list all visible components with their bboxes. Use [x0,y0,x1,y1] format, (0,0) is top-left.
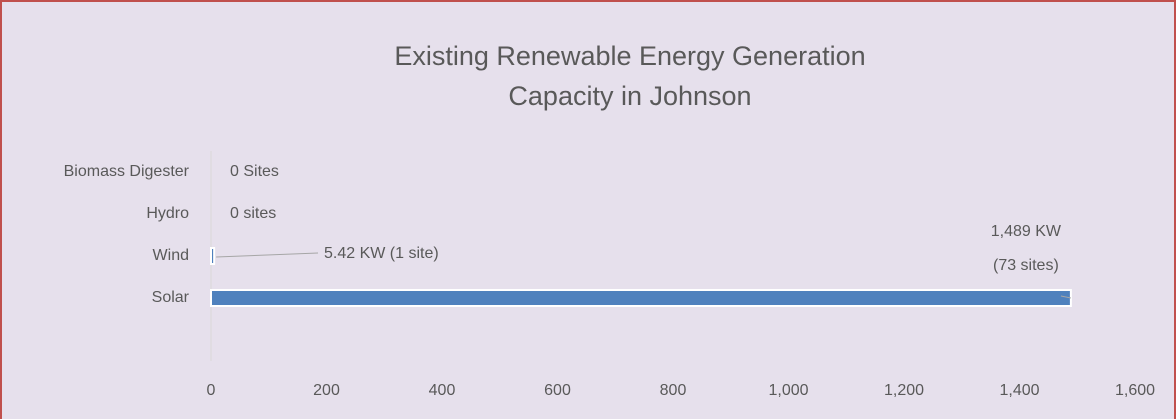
x-tick-label: 1,000 [768,382,808,399]
x-tick-label: 0 [207,382,216,399]
bar [210,247,216,265]
x-tick-label: 1,400 [999,382,1039,399]
x-tick-label: 1,600 [1115,382,1155,399]
data-label: 1,489 KW [991,223,1062,240]
data-label: 0 sites [230,205,276,222]
data-label: 5.42 KW (1 site) [324,245,439,262]
bar [210,289,1072,307]
y-tick-label: Hydro [146,205,189,222]
data-label: 0 Sites [230,163,279,180]
x-tick-label: 400 [429,382,456,399]
data-label: (73 sites) [993,257,1059,274]
leader-line [216,252,319,258]
y-tick-label: Solar [152,289,190,306]
x-tick-label: 800 [660,382,687,399]
chart-title: Existing Renewable Energy Generation [394,41,865,71]
x-tick-label: 200 [313,382,340,399]
y-tick-label: Biomass Digester [64,163,190,180]
x-tick-label: 600 [544,382,571,399]
chart-title: Capacity in Johnson [508,81,751,111]
leader-line [1060,295,1071,299]
x-tick-label: 1,200 [884,382,924,399]
y-tick-label: Wind [153,247,189,264]
